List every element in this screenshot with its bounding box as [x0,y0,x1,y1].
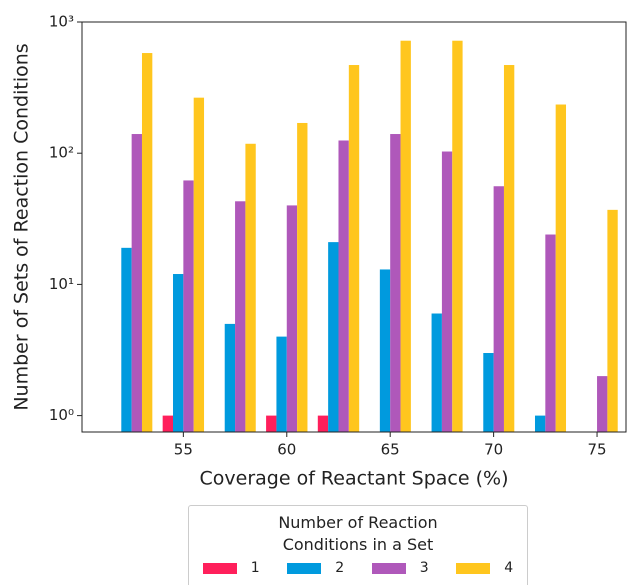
bar [183,180,194,432]
bar [173,274,184,432]
bar [534,415,546,432]
y-axis-label: Number of Sets of Reaction Conditions [11,43,33,410]
bar [555,104,567,432]
legend-label: 3 [419,560,429,576]
bar [545,234,556,432]
plot-frame [81,21,627,433]
bar [328,242,339,432]
bar [224,323,236,432]
bar [162,415,174,432]
chart: Coverage of Reactant Space (%) Number of… [11,13,627,490]
bar [245,143,256,432]
legend-item: 3 [371,560,429,576]
bar [141,53,153,433]
bar [338,140,349,432]
legend-swatch [287,562,322,574]
bar [400,40,411,432]
bar [317,415,329,432]
legend-swatch [456,562,491,574]
bar [390,134,401,432]
bar [121,247,132,432]
x-axis-label: Coverage of Reactant Space (%) [200,468,509,490]
legend-item: 4 [456,560,513,576]
bar [597,376,608,432]
bar [348,65,360,432]
bar [503,65,515,432]
bar [441,151,453,432]
x-tick-label: 70 [484,441,503,459]
y-tick-label: 10² [49,144,74,162]
legend-swatch [371,562,406,574]
bar [493,186,504,432]
bar [483,353,494,432]
legend-swatch [202,562,237,574]
bar [452,40,463,432]
bar [235,201,246,432]
bar [193,97,205,432]
bar [286,205,298,432]
legend-item: 2 [287,560,344,576]
bar [276,336,287,432]
y-tick-label: 10¹ [49,275,74,293]
bar [266,415,277,432]
legend: Number of Reaction Conditions in a Set 1… [188,505,528,585]
legend-label: 4 [504,560,514,576]
x-tick-label: 55 [174,441,193,459]
bar [379,269,391,432]
y-tick-label: 10⁰ [49,406,74,424]
bar [431,313,442,432]
x-tick-label: 75 [587,441,606,459]
bar [297,122,308,433]
legend-item: 1 [202,560,260,576]
legend-items: 1 2 3 4 [189,560,527,576]
y-tick-label: 10³ [49,13,74,31]
legend-label: 2 [335,560,345,576]
bar [131,134,142,432]
x-tick-label: 60 [277,441,296,459]
legend-title: Number of Reaction Conditions in a Set [278,513,438,554]
legend-label: 1 [250,560,260,576]
x-tick-label: 65 [381,441,400,459]
bar [607,209,618,432]
